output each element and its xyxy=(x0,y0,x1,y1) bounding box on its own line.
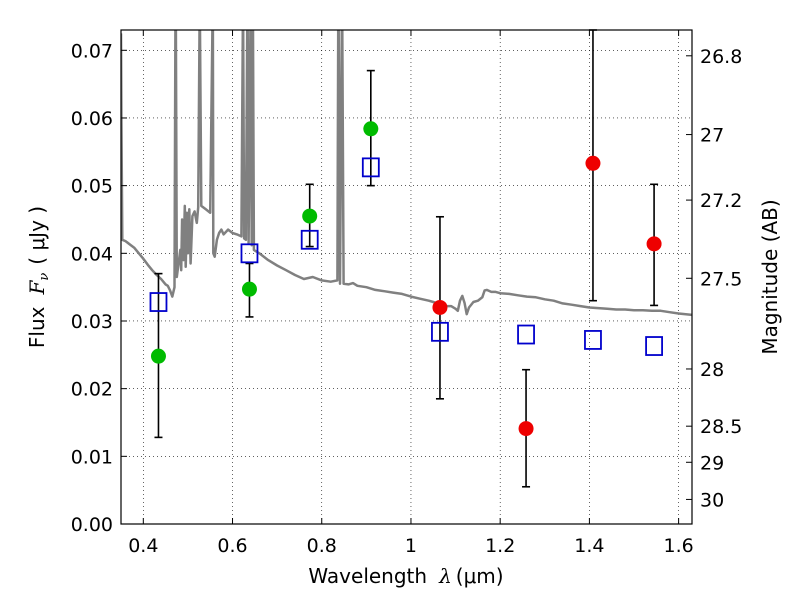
x-tick-label: 0.4 xyxy=(128,535,158,557)
y-tick-label: 0.05 xyxy=(71,176,113,198)
observed-point xyxy=(241,281,257,297)
x-tick-label: 0.8 xyxy=(307,535,337,557)
x-tick-label: 0.6 xyxy=(217,535,247,557)
y-tick-label: 0.01 xyxy=(71,446,113,468)
model-square-point xyxy=(240,243,259,264)
y2-axis-label: Magnitude (AB) xyxy=(758,199,782,354)
x-tick-label: 1.2 xyxy=(485,535,515,557)
y-axis-label: FluxFν( μJy ) xyxy=(25,206,52,348)
y-tick-label: 0.02 xyxy=(71,379,113,401)
mag-tick-label: 26.8 xyxy=(700,46,742,68)
mag-tick-label: 29 xyxy=(700,452,724,474)
observed-point xyxy=(302,208,318,224)
y-tick-label: 0.03 xyxy=(71,311,113,333)
markers-layer xyxy=(149,29,663,488)
mag-tick-label: 27.5 xyxy=(700,268,742,290)
observed-point xyxy=(150,348,166,364)
x-axis-label: Wavelength λ (μm) xyxy=(308,564,503,588)
model-square-point xyxy=(517,324,535,345)
plot-background xyxy=(121,30,692,524)
model-square-point xyxy=(584,330,602,350)
mag-tick-label: 28 xyxy=(700,359,724,381)
model-square-point xyxy=(645,336,663,356)
observed-point xyxy=(646,236,662,252)
y-tick-label: 0.07 xyxy=(71,40,113,62)
axis-ticks: 0.4 0.6 0.8 1 1.2 1.4 1.6 0.00 0.01 0.02 0.03 0.04 0… xyxy=(71,30,742,557)
mag-tick-label: 27 xyxy=(700,125,724,147)
model-spectrum-line xyxy=(121,30,692,317)
observed-point xyxy=(363,121,379,137)
model-square-point xyxy=(431,321,449,342)
mag-tick-label: 30 xyxy=(700,489,724,511)
series-layer xyxy=(121,30,692,317)
observed-point xyxy=(518,421,534,437)
x-tick-label: 1 xyxy=(405,535,417,557)
y-tick-label: 0.00 xyxy=(71,514,113,536)
mag-tick-label: 28.5 xyxy=(700,416,742,438)
model-square-point xyxy=(300,229,319,250)
x-tick-label: 1.6 xyxy=(664,535,694,557)
mag-tick-label: 27.2 xyxy=(700,190,742,212)
model-square-point xyxy=(361,157,380,178)
plot-frame xyxy=(120,29,693,525)
observed-point xyxy=(585,155,601,171)
y-tick-label: 0.04 xyxy=(71,243,113,265)
model-square-point xyxy=(149,292,168,312)
observed-point xyxy=(432,299,448,315)
y-tick-label: 0.06 xyxy=(71,108,113,130)
x-tick-label: 1.4 xyxy=(574,535,604,557)
